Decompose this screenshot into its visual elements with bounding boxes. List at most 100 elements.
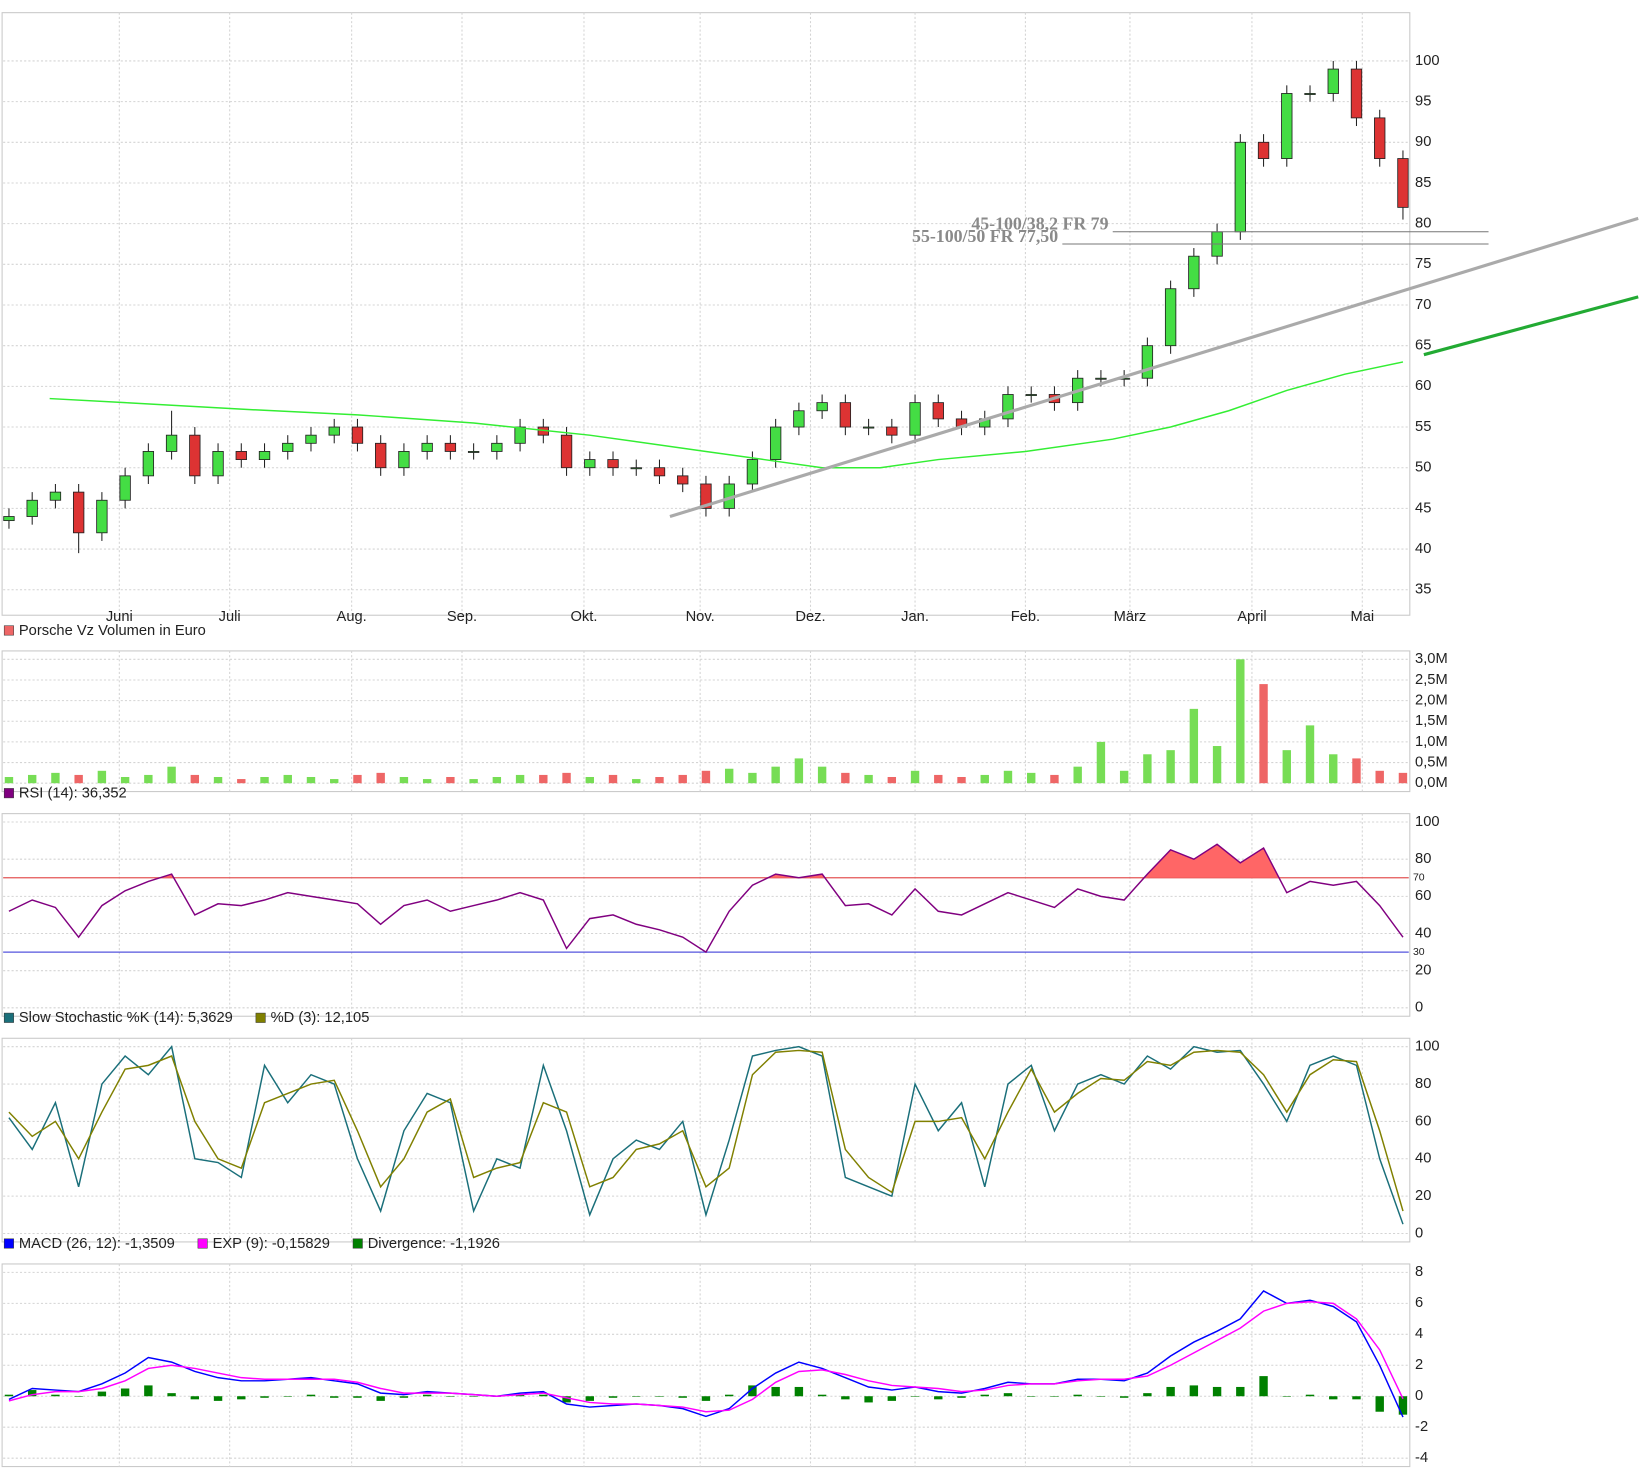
divergence-bar <box>864 1396 873 1403</box>
candle-body <box>491 442 503 452</box>
series-line <box>8 843 1404 954</box>
y-tick-label: 100 <box>1415 814 1440 830</box>
candle-body <box>375 442 387 469</box>
level-label: 70 <box>1413 873 1425 884</box>
candle-body <box>932 402 944 420</box>
divergence-bar <box>1236 1386 1245 1397</box>
legend-swatch <box>3 788 14 799</box>
volume-bar <box>1050 774 1059 784</box>
divergence-bar <box>353 1396 362 1398</box>
divergence-bar <box>260 1396 269 1398</box>
y-tick-label: 100 <box>1415 53 1440 69</box>
divergence-bar <box>1003 1393 1013 1397</box>
candle-body <box>769 426 782 460</box>
x-tick-label: März <box>1114 609 1147 625</box>
legend-label: Porsche Vz Volumen in Euro <box>19 623 206 639</box>
y-tick-label: 6 <box>1415 1295 1423 1311</box>
divergence-bar <box>330 1396 339 1398</box>
divergence-bar <box>1259 1376 1268 1397</box>
volume-bar <box>97 770 107 784</box>
volume-bar <box>1236 659 1245 784</box>
divergence-bar <box>1050 1396 1059 1397</box>
overbought-area <box>159 844 1280 878</box>
volume-bar <box>817 766 827 784</box>
volume-bar <box>306 776 316 784</box>
candle-body <box>886 426 898 436</box>
divergence-bar <box>4 1394 14 1397</box>
divergence-bar <box>27 1390 37 1397</box>
divergence-bar <box>701 1396 711 1401</box>
series-line <box>8 1049 1404 1212</box>
divergence-bar <box>515 1394 525 1397</box>
volume-bar <box>446 776 455 784</box>
y-tick-label: 70 <box>1415 297 1431 313</box>
divergence-bar <box>771 1386 780 1397</box>
legend-swatch <box>255 1012 266 1023</box>
divergence-bar <box>1329 1396 1338 1400</box>
legend-label: GD 200 Ticks: 63,01 <box>204 0 337 1</box>
legend-label: %D (3): 12,105 <box>271 1010 370 1026</box>
volume-bar <box>144 774 153 784</box>
volume-bar <box>957 776 966 784</box>
candle-body <box>607 459 619 469</box>
divergence-bar <box>934 1396 943 1400</box>
y-tick-label: 2,0M <box>1415 692 1448 708</box>
x-tick-label: Sep. <box>447 609 477 625</box>
candle-body <box>677 475 689 485</box>
series-line <box>8 1290 1404 1418</box>
divergence-bar <box>213 1396 223 1401</box>
y-tick-label: 60 <box>1415 1113 1431 1129</box>
trend-line <box>1423 295 1639 357</box>
divergence-bar <box>632 1396 641 1397</box>
x-tick-label: Okt. <box>571 609 598 625</box>
candle-body <box>1234 141 1246 233</box>
divergence-bar <box>1282 1396 1291 1397</box>
divergence-bar <box>237 1396 246 1400</box>
candle-body <box>235 451 247 460</box>
volume-bar <box>422 779 432 784</box>
divergence-bar <box>957 1396 966 1398</box>
candle-body <box>653 467 666 477</box>
candle-body <box>1188 255 1200 290</box>
x-tick-label: Juli <box>219 609 241 625</box>
candle-body <box>839 402 852 428</box>
plot-frame <box>1 1263 1411 1468</box>
volume-bar <box>469 779 478 784</box>
x-tick-label: Juni <box>106 609 133 625</box>
divergence-bar <box>678 1396 687 1398</box>
volume-bar <box>515 774 525 784</box>
candle-body <box>467 451 480 453</box>
volume-bar <box>1143 754 1152 784</box>
legend-swatch <box>3 625 14 636</box>
y-tick-label: 80 <box>1415 216 1431 232</box>
divergence-bar <box>446 1396 455 1397</box>
candle-body <box>142 451 155 477</box>
legend-label: EXP (9): -0,15829 <box>213 1236 330 1252</box>
legend-swatch <box>3 1012 14 1023</box>
series-line <box>49 361 1404 469</box>
candle-body <box>1257 141 1270 159</box>
y-tick-label: 60 <box>1415 888 1431 904</box>
divergence-bar <box>399 1396 409 1398</box>
candle-body <box>305 434 317 444</box>
candle-body <box>165 434 178 452</box>
volume-bar <box>492 776 502 784</box>
candle-body <box>793 410 805 428</box>
x-tick-label: Feb. <box>1011 609 1040 625</box>
volume-bar <box>260 776 269 784</box>
x-tick-label: April <box>1237 609 1266 625</box>
divergence-bar <box>1212 1386 1222 1397</box>
x-tick-label: Mai <box>1350 609 1374 625</box>
plot-frame <box>1 813 1411 1017</box>
divergence-bar <box>51 1394 60 1397</box>
candle-body <box>1281 93 1293 159</box>
volume-bar <box>237 779 246 784</box>
candle-body <box>746 459 759 485</box>
divergence-bar <box>887 1396 897 1401</box>
candle-body <box>816 402 828 412</box>
series-line <box>8 1045 1404 1225</box>
fib-label: 45-100/38,2 FR 79 <box>971 214 1108 234</box>
volume-bar <box>794 758 804 784</box>
divergence-bar <box>74 1396 83 1397</box>
divergence-bar <box>1189 1385 1199 1397</box>
